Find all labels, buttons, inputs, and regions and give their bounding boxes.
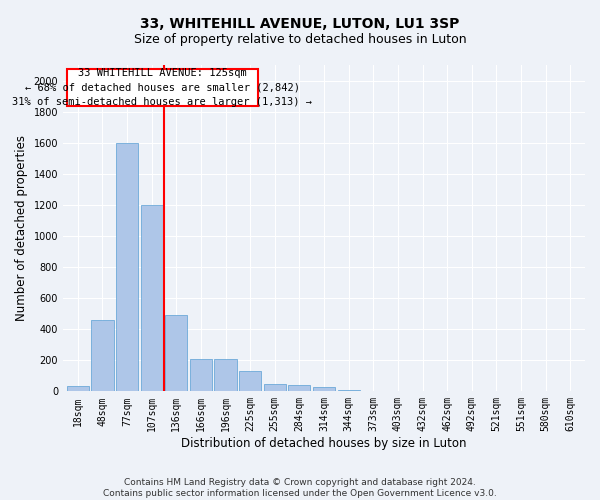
Bar [362,390,385,392]
Bar [140,205,163,392]
Bar [239,371,261,392]
Bar [116,142,138,392]
Bar [91,320,113,392]
Bar [190,358,212,392]
Bar [289,385,310,392]
X-axis label: Distribution of detached houses by size in Luton: Distribution of detached houses by size … [181,437,467,450]
Bar [214,358,236,392]
Text: 33, WHITEHILL AVENUE, LUTON, LU1 3SP: 33, WHITEHILL AVENUE, LUTON, LU1 3SP [140,18,460,32]
FancyBboxPatch shape [67,69,257,106]
Bar [67,386,89,392]
Y-axis label: Number of detached properties: Number of detached properties [15,135,28,321]
Text: Contains HM Land Registry data © Crown copyright and database right 2024.
Contai: Contains HM Land Registry data © Crown c… [103,478,497,498]
Bar [165,315,187,392]
Bar [338,390,360,392]
Bar [264,384,286,392]
Bar [313,388,335,392]
Text: 33 WHITEHILL AVENUE: 125sqm
← 68% of detached houses are smaller (2,842)
31% of : 33 WHITEHILL AVENUE: 125sqm ← 68% of det… [12,68,312,108]
Text: Size of property relative to detached houses in Luton: Size of property relative to detached ho… [134,32,466,46]
